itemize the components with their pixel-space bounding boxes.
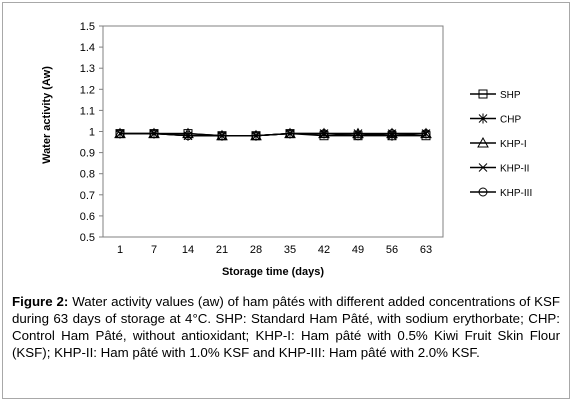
legend-label-khp-iii: KHP-III [500,188,532,199]
x-tick-label: 42 [318,244,330,256]
data-point-khp-iii [285,129,295,139]
x-tick-label: 1 [117,244,123,256]
y-tick-label: 1.1 [80,105,95,117]
legend-label-khp-i: KHP-I [500,139,527,150]
y-tick-label: 0.5 [80,232,95,244]
legend-label-shp: SHP [500,90,521,101]
series-line-khp-iii [120,132,426,137]
x-tick-label: 7 [151,244,157,256]
figure-label: Figure 2: [12,294,69,309]
data-point-khp-iii [319,129,329,139]
x-tick-label: 63 [420,244,432,256]
y-tick-label: 1.4 [80,42,95,54]
y-tick-label: 0.9 [80,148,95,160]
legend-label-chp: CHP [500,115,521,126]
data-point-khp-iii [115,129,125,139]
legend-marker-khp-ii [478,163,488,172]
data-point-khp-ii [353,129,363,138]
x-tick-label: 21 [216,244,228,256]
x-axis-label: Storage time (days) [222,266,324,278]
y-tick-label: 0.8 [80,169,95,181]
legend-marker-khp-iii [478,187,488,197]
y-tick-label: 1 [89,127,95,139]
data-point-khp-iii [353,131,363,141]
legend-marker-khp-i [477,136,489,148]
y-tick-label: 1.3 [80,63,95,75]
data-point-khp-iii [183,131,193,141]
data-point-khp-iii [421,129,431,139]
y-tick-label: 0.7 [80,190,95,202]
figure-frame [2,2,570,399]
y-tick-label: 1.2 [80,84,95,96]
legend-label-khp-ii: KHP-II [500,164,529,175]
figure-caption-text: Water activity values (aw) of ham pâtés … [12,294,561,360]
x-tick-label: 56 [386,244,398,256]
line-chart: 0.5 0.6 0.7 0.8 0.9 1 1.1 1.2 1.3 1.4 1.5 1 7 14 21 28 3… [41,21,532,278]
figure-caption: Figure 2: Water activity values (aw) of … [12,293,560,361]
data-point-khp-iii [387,129,397,139]
x-tick-label: 49 [352,244,364,256]
legend-marker-chp [478,113,488,124]
data-point-khp-iii [217,131,227,141]
x-tick-label: 35 [284,244,296,256]
y-tick-label: 1.5 [80,21,95,33]
legend-marker-shp [478,89,488,99]
x-tick-label: 14 [182,244,194,256]
data-point-khp-iii [149,129,159,139]
data-point-khp-iii [251,131,261,141]
y-axis-label: Water activity (Aw) [41,66,53,164]
x-tick-label: 28 [250,244,262,256]
y-tick-label: 0.6 [80,211,95,223]
